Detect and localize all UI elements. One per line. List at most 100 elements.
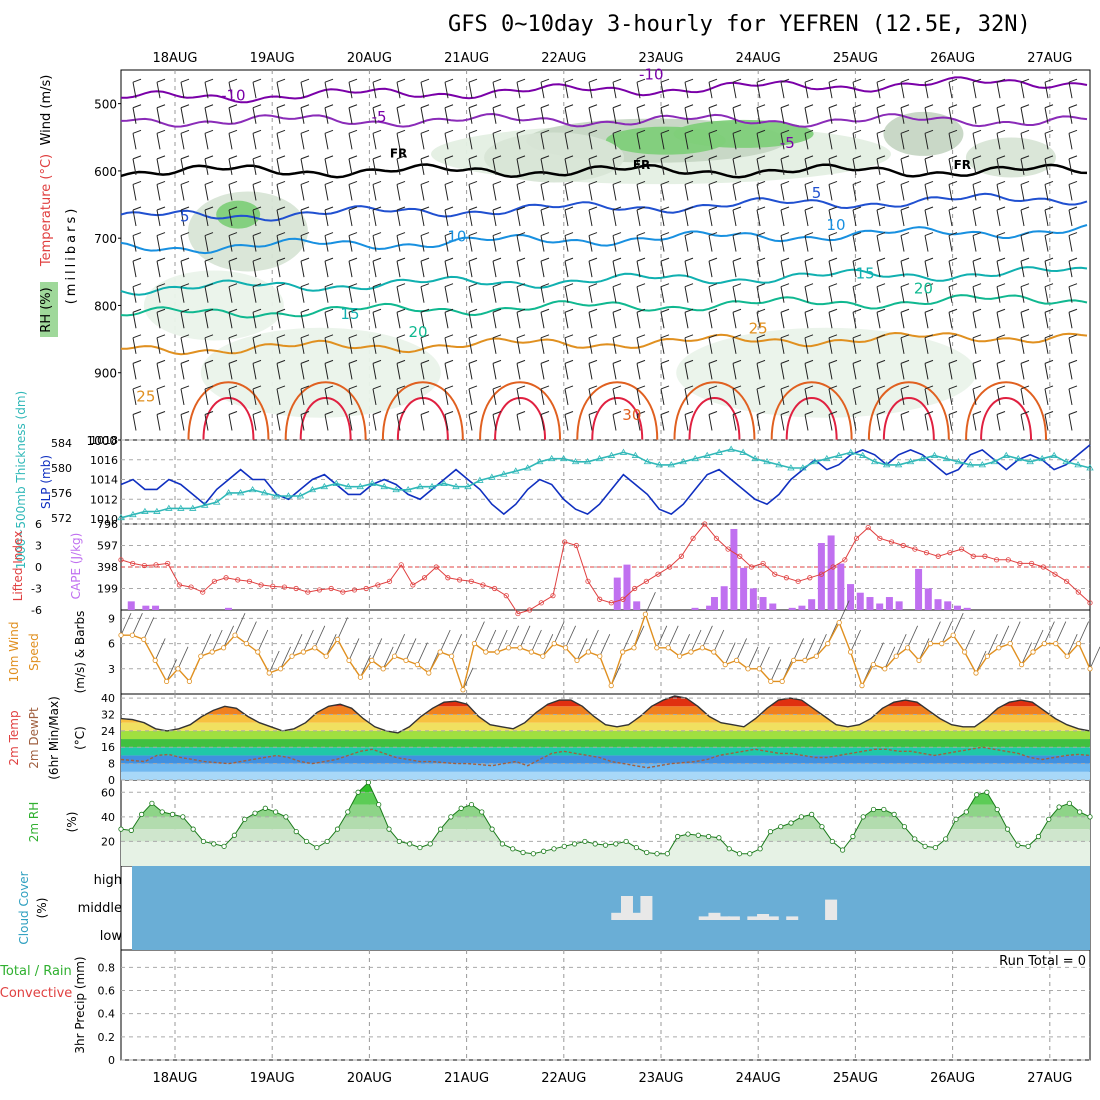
wind-barb [348, 158, 353, 175]
wind-barb [228, 337, 233, 354]
wind-barb [684, 363, 689, 380]
wind-speed-point [243, 640, 249, 647]
wind-barb [156, 155, 166, 160]
wind-barb [564, 411, 574, 415]
wind-barb [540, 308, 550, 313]
thickness-point [524, 464, 532, 471]
wind-barb [804, 359, 814, 364]
wind-barb [756, 286, 761, 303]
thickness-point [751, 454, 759, 462]
thickness-point [141, 507, 149, 514]
thickness-point [643, 458, 652, 465]
wind-barb [204, 133, 209, 150]
wind-barb [252, 129, 262, 134]
wind-barb [348, 414, 353, 431]
wind-barb [156, 180, 166, 185]
wind-barb [468, 184, 473, 201]
wind-barb [228, 184, 233, 201]
thickness-point [918, 454, 927, 462]
wind-barb [684, 206, 694, 211]
wind-barb [516, 411, 526, 415]
wind-barb [516, 78, 526, 83]
wind-barb [852, 180, 862, 185]
rh-point [386, 826, 392, 832]
lifted-index-point [153, 562, 159, 568]
surface-wind-barb [143, 617, 155, 640]
wind-barb [564, 385, 574, 390]
wind-barb [1068, 180, 1078, 185]
wind-barb [612, 334, 622, 339]
wind-barb [252, 388, 257, 406]
wind-barb [276, 261, 281, 278]
rh-point [582, 838, 588, 845]
wind-barb [468, 78, 478, 83]
wind-barb [780, 82, 785, 99]
wind-barb [948, 334, 958, 339]
wind-barb [276, 82, 281, 99]
wind-barb [180, 385, 190, 390]
wind-barb [276, 78, 286, 83]
contour-label: -5 [780, 134, 795, 152]
wind-barb [948, 257, 958, 262]
wind-barb [180, 133, 185, 150]
wind-barb [660, 184, 665, 201]
wind-speed-point [129, 632, 135, 638]
wind-barb [1068, 155, 1078, 160]
wind-barb [1020, 363, 1025, 380]
wind-barb [636, 363, 641, 380]
wind-barb [612, 82, 617, 99]
rh-point [355, 789, 361, 795]
wind-speed-point [403, 657, 409, 664]
wind-barb [732, 337, 737, 354]
thickness-point [1050, 451, 1058, 458]
lifted-index-point [456, 577, 463, 583]
wind-barb [756, 312, 761, 329]
wind-speed-point [802, 657, 808, 664]
wind-barb [756, 232, 766, 237]
cape-bar [808, 599, 816, 610]
wind-barb [228, 235, 233, 252]
wind-barb [684, 337, 689, 354]
wind-barb [396, 286, 401, 303]
wind-barb [276, 129, 286, 134]
slp-tick-label: 1012 [90, 493, 118, 506]
lifted-index-point [130, 560, 136, 567]
wind-barb [540, 158, 545, 175]
temp-axis-label-3: (6hr Min/Max) [47, 696, 61, 780]
wind-barb [228, 78, 238, 83]
wind-barb [492, 257, 502, 262]
cape-bar [944, 601, 952, 610]
wind-barb [588, 286, 593, 303]
wind-barb [660, 155, 670, 160]
wind-barb [1068, 232, 1078, 237]
rh-tick-label: 20 [101, 835, 115, 848]
wind-barb [780, 334, 790, 339]
precip-tick-label: 0 [108, 1054, 115, 1067]
wind-barb [156, 107, 161, 124]
thickness-point [583, 458, 592, 465]
contour-label: 5 [812, 184, 822, 202]
wind-barb [156, 337, 161, 354]
wind-barb [372, 388, 377, 406]
wind-barb [564, 206, 574, 211]
wind-barb [924, 133, 929, 150]
wind-barb [276, 414, 281, 431]
lifted-index-point [958, 546, 965, 552]
wind-barb [684, 283, 694, 288]
wind-barb [420, 235, 425, 252]
wind-barb [156, 184, 161, 201]
wind-barb [540, 261, 545, 278]
lifted-index-point [515, 610, 521, 617]
wind-barb [180, 283, 190, 288]
wind-barb [252, 209, 257, 227]
wind-speed-point [825, 640, 831, 647]
wind-barb [132, 388, 137, 406]
wind-barb [804, 104, 814, 109]
wind-barb [876, 206, 886, 211]
lifted-index-point [176, 582, 182, 588]
wind-barb [732, 388, 737, 406]
cape-axis-label: CAPE (J/kg) [69, 533, 83, 600]
wind-barb [588, 78, 598, 83]
rh-point [231, 832, 237, 838]
wind-barb [780, 78, 790, 83]
